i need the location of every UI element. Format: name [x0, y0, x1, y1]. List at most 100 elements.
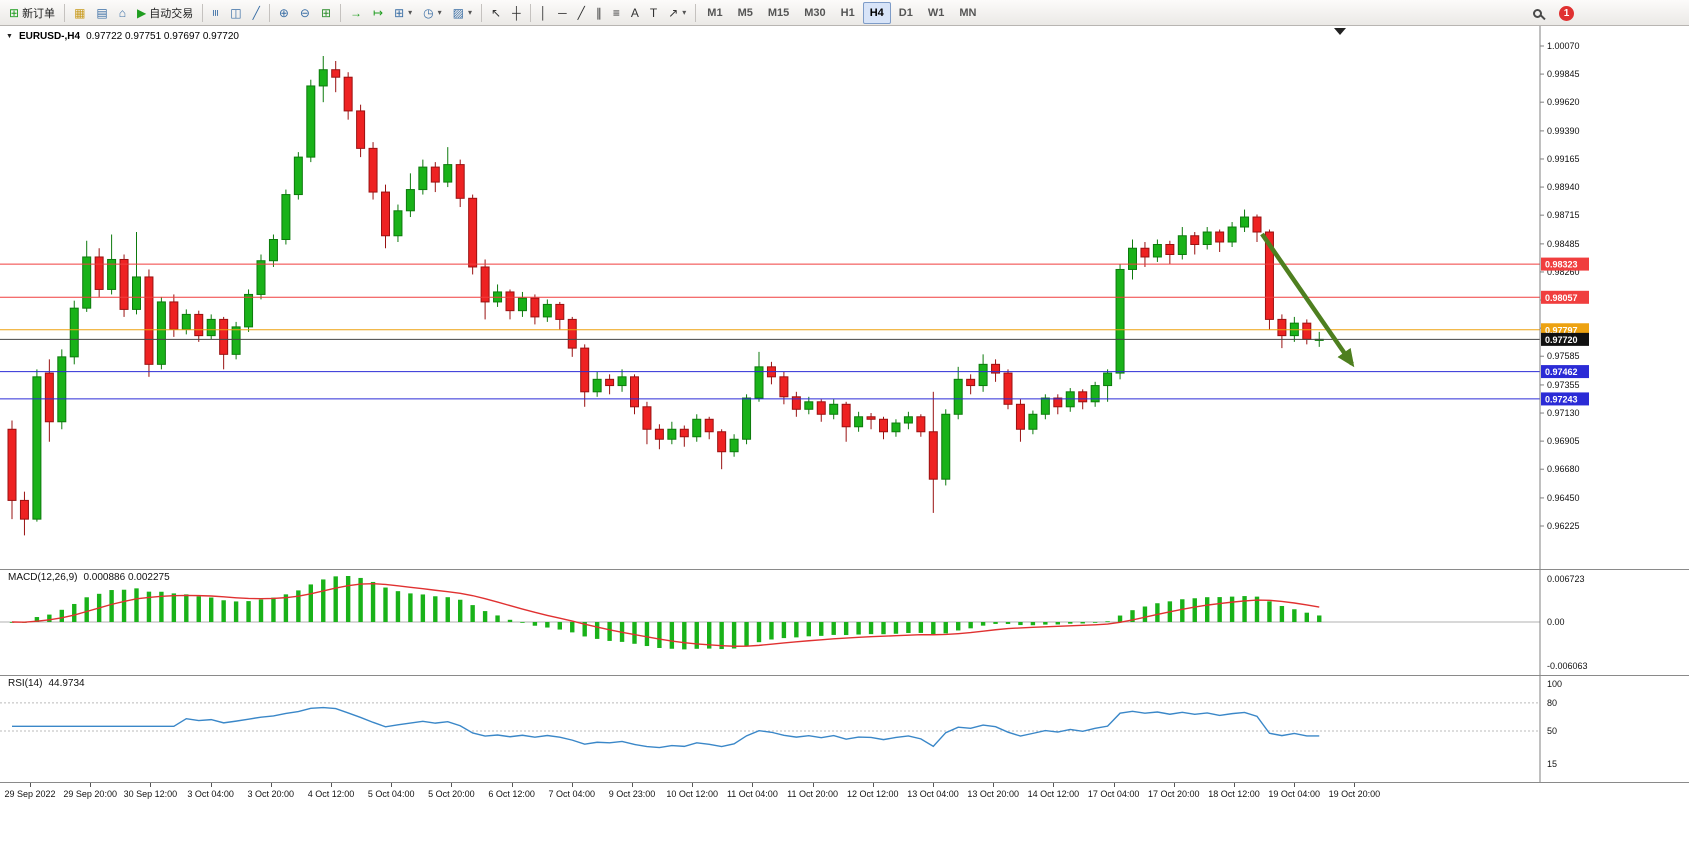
chart-window[interactable]: 1.00070 0.99845 0.99620 0.99390 0.99165 0.989…	[0, 26, 1689, 863]
dropdown-arrow-icon: ▾	[408, 8, 413, 17]
rsi-panel[interactable]: 100 80 50 15	[0, 676, 1689, 782]
time-axis-tick	[1354, 783, 1356, 787]
time-axis-label: 19 Oct 04:00	[1268, 789, 1320, 799]
vertical-line-icon: │	[539, 5, 548, 20]
horizontal-line-icon: ─	[558, 5, 567, 20]
price-axis-label: 0.98940	[1547, 182, 1580, 192]
rsi-name: RSI(14)	[8, 678, 43, 689]
new-order-icon: ⊞	[9, 5, 20, 20]
period-m1-button[interactable]: M1	[700, 2, 729, 24]
cursor-icon: ↖	[491, 5, 502, 20]
channel-button[interactable]: ∥	[591, 2, 607, 24]
market-watch-button[interactable]: ▤	[91, 2, 112, 24]
time-axis-label: 17 Oct 04:00	[1087, 789, 1140, 799]
period-m30-button[interactable]: M30	[797, 2, 832, 24]
auto-scroll-button[interactable]: →	[345, 2, 367, 24]
horizontal-line-button[interactable]: ─	[553, 2, 572, 24]
chart-symbol-period: EURUSD-,H4	[18, 31, 81, 42]
arrows-button[interactable]: ↗ ▾	[663, 2, 691, 24]
toolbar-separator	[268, 3, 270, 22]
price-tag[interactable]: 0.97720	[1541, 332, 1589, 346]
time-axis[interactable]: 29 Sep 2022 29 Sep 20:00 30 Sep 12:00 3 Oct…	[0, 783, 1689, 803]
time-axis-tick	[752, 783, 754, 787]
panel-divider[interactable]	[0, 569, 1689, 570]
search-button[interactable]	[1528, 2, 1547, 24]
time-axis-tick	[210, 783, 212, 787]
toolbar-separator	[64, 3, 66, 22]
indicators-button[interactable]: ⊞	[316, 2, 336, 24]
panel-divider[interactable]	[0, 675, 1689, 676]
price-tag[interactable]: 0.97243	[1541, 392, 1589, 406]
period-m15-button-label: M15	[767, 6, 790, 19]
dropdown-arrow-icon: ▾	[682, 8, 687, 17]
zoom-out-button[interactable]: ⊖	[295, 2, 315, 24]
time-axis-label: 29 Sep 2022	[4, 789, 56, 799]
vertical-line-button[interactable]: │	[535, 2, 553, 24]
rsi-axis-label: 80	[1547, 698, 1557, 708]
period-d1-button-label: D1	[898, 6, 913, 19]
period-m15-button[interactable]: M15	[761, 2, 796, 24]
price-tag[interactable]: 0.98057	[1541, 290, 1589, 304]
price-tag[interactable]: 0.97462	[1541, 365, 1589, 379]
time-axis-label: 5 Oct 20:00	[428, 789, 475, 799]
period-h1-button[interactable]: H1	[834, 2, 862, 24]
macd-panel[interactable]: 0.006723 0.00 -0.006063	[0, 570, 1689, 675]
rsi-line	[12, 706, 1320, 749]
panel-divider[interactable]	[0, 782, 1689, 783]
svg-text:0.97797: 0.97797	[1545, 325, 1578, 335]
text-label-icon: T	[649, 5, 658, 20]
chart-collapse-icon[interactable]: ▼	[6, 33, 13, 40]
time-axis-tick	[270, 783, 272, 787]
period-w1-button[interactable]: W1	[921, 2, 952, 24]
main-chart-panel[interactable]: 1.00070 0.99845 0.99620 0.99390 0.99165 0.989…	[0, 26, 1689, 569]
candlestick-icon: ◫	[230, 5, 242, 20]
zoom-in-button[interactable]: ⊕	[274, 2, 294, 24]
time-axis-tick	[90, 783, 92, 787]
time-axis-label: 17 Oct 20:00	[1148, 789, 1200, 799]
price-tag[interactable]: 0.98323	[1541, 257, 1589, 271]
time-axis-label: 4 Oct 12:00	[307, 789, 355, 799]
period-m5-button-label: M5	[737, 6, 753, 19]
period-mn-button-label: MN	[959, 6, 977, 19]
text-button[interactable]: A	[626, 2, 644, 24]
bar-chart-button[interactable]: ≡	[207, 2, 224, 24]
notification-badge[interactable]: 1	[1559, 5, 1574, 21]
time-axis-label: 9 Oct 23:00	[608, 789, 656, 799]
time-axis-tick	[933, 783, 934, 787]
price-axis-label: 0.99845	[1547, 69, 1580, 79]
profiles-button[interactable]: ▦	[69, 2, 90, 24]
chart-shift-icon: ↦	[373, 5, 384, 20]
chart-shift-marker[interactable]	[1334, 28, 1346, 35]
navigator-button[interactable]: ⌂	[114, 2, 131, 24]
macd-name: MACD(12,26,9)	[8, 572, 78, 583]
period-m5-button[interactable]: M5	[731, 2, 760, 24]
line-chart-button[interactable]: ╱	[248, 2, 265, 24]
svg-text:0.97720: 0.97720	[1545, 335, 1578, 345]
period-h4-button[interactable]: H4	[862, 1, 891, 24]
period-mn-button[interactable]: MN	[952, 2, 983, 24]
time-axis-label: 3 Oct 04:00	[187, 789, 234, 799]
autotrading-button[interactable]: ▶ 自动交易	[132, 2, 198, 24]
time-axis-label: 19 Oct 20:00	[1328, 789, 1381, 799]
period-d1-button[interactable]: D1	[892, 2, 920, 24]
new-chart-button[interactable]: ⊞ ▾	[389, 2, 417, 24]
chart-shift-button[interactable]: ↦	[368, 2, 388, 24]
chart-ohlc-values: 0.97722 0.97751 0.97697 0.97720	[86, 31, 239, 42]
periodicity-button[interactable]: ◷ ▾	[418, 2, 447, 24]
price-axis-label: 0.97355	[1547, 380, 1580, 390]
candlestick-button[interactable]: ◫	[225, 2, 246, 24]
templates-button[interactable]: ▨ ▾	[448, 2, 477, 24]
text-label-button[interactable]: T	[645, 2, 662, 24]
trendline-button[interactable]: ╱	[573, 2, 590, 24]
price-axis-label: 0.97585	[1547, 351, 1580, 361]
time-axis-tick	[1294, 783, 1296, 787]
new-order-button[interactable]: ⊞ 新订单	[4, 2, 60, 24]
macd-signal-line	[11, 582, 1320, 647]
fibonacci-button[interactable]: ≡	[608, 2, 625, 24]
crosshair-button[interactable]: ┼	[507, 2, 526, 24]
cursor-button[interactable]: ↖	[486, 2, 506, 24]
trend-arrow-annotation[interactable]	[1260, 232, 1355, 368]
toolbar-separator	[695, 3, 697, 22]
toolbar-separator	[202, 3, 204, 22]
time-axis-label: 5 Oct 04:00	[367, 789, 415, 799]
